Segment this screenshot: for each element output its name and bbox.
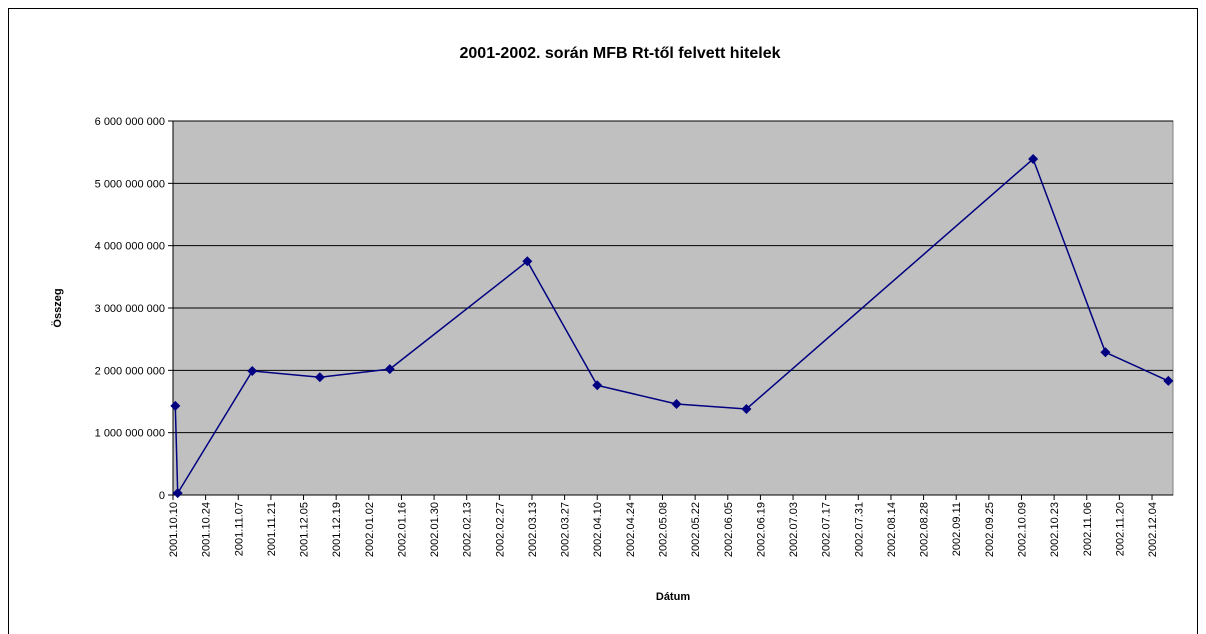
x-tick-label: 2002.09.25 bbox=[984, 502, 996, 557]
x-tick-label: 2002.03.27 bbox=[560, 502, 572, 557]
x-tick-label: 2002.06.19 bbox=[755, 502, 767, 557]
data-point bbox=[384, 364, 395, 375]
data-point bbox=[1100, 347, 1111, 358]
data-point bbox=[592, 380, 603, 391]
x-tick-label: 2002.07.03 bbox=[788, 502, 800, 557]
data-point bbox=[247, 365, 258, 376]
y-tick-label: 4 000 000 000 bbox=[95, 241, 165, 253]
data-point bbox=[172, 488, 183, 499]
chart-title: 2001-2002. során MFB Rt-től felvett hite… bbox=[460, 45, 781, 62]
data-point bbox=[522, 256, 533, 267]
x-tick-label: 2002.09.11 bbox=[951, 502, 963, 556]
x-tick-label: 2001.10.10 bbox=[168, 502, 180, 557]
x-tick-label: 2002.01.16 bbox=[396, 502, 408, 557]
y-tick-label: 1 000 000 000 bbox=[95, 428, 165, 440]
x-tick-label: 2002.03.13 bbox=[527, 502, 539, 557]
y-tick-label: 0 bbox=[159, 490, 165, 502]
data-point bbox=[170, 400, 181, 411]
x-tick-label: 2001.11.07 bbox=[233, 502, 245, 556]
x-tick-label: 2001.11.21 bbox=[266, 502, 278, 556]
y-tick-label: 2 000 000 000 bbox=[95, 365, 165, 377]
x-tick-label: 2002.11.20 bbox=[1114, 502, 1126, 556]
x-tick-label: 2002.02.27 bbox=[494, 502, 506, 557]
x-tick-label: 2002.04.10 bbox=[592, 502, 604, 557]
x-tick-label: 2001.12.19 bbox=[331, 502, 343, 557]
y-tick-label: 6 000 000 000 bbox=[95, 116, 165, 128]
x-tick-label: 2002.06.05 bbox=[723, 502, 735, 557]
data-point bbox=[741, 403, 752, 414]
y-axis-title: Összeg bbox=[51, 288, 64, 327]
x-tick-label: 2002.07.17 bbox=[821, 502, 833, 557]
x-tick-label: 2002.04.24 bbox=[625, 502, 637, 557]
x-tick-label: 2002.01.30 bbox=[429, 502, 441, 557]
data-point bbox=[671, 398, 682, 409]
x-tick-label: 2002.05.08 bbox=[658, 502, 670, 557]
x-tick-label: 2002.05.22 bbox=[690, 502, 702, 557]
x-tick-label: 2002.11.06 bbox=[1082, 502, 1094, 556]
x-tick-label: 2002.02.13 bbox=[462, 502, 474, 557]
x-tick-label: 2002.07.31 bbox=[853, 502, 865, 557]
x-tick-label: 2002.12.04 bbox=[1147, 502, 1159, 557]
y-tick-label: 3 000 000 000 bbox=[95, 303, 165, 315]
x-tick-label: 2002.08.14 bbox=[886, 502, 898, 557]
x-tick-label: 2001.12.05 bbox=[299, 502, 311, 557]
x-tick-label: 2002.10.09 bbox=[1016, 502, 1028, 557]
data-point bbox=[314, 372, 325, 383]
x-tick-label: 2001.10.24 bbox=[201, 502, 213, 557]
x-tick-label: 2002.08.28 bbox=[919, 502, 931, 557]
series-line bbox=[174, 157, 1169, 496]
data-point bbox=[1028, 154, 1039, 165]
y-tick-label: 5 000 000 000 bbox=[95, 178, 165, 190]
x-tick-label: 2002.01.02 bbox=[364, 502, 376, 557]
x-axis-title: Dátum bbox=[656, 591, 690, 603]
x-tick-label: 2002.10.23 bbox=[1049, 502, 1061, 557]
data-point bbox=[1163, 375, 1174, 386]
